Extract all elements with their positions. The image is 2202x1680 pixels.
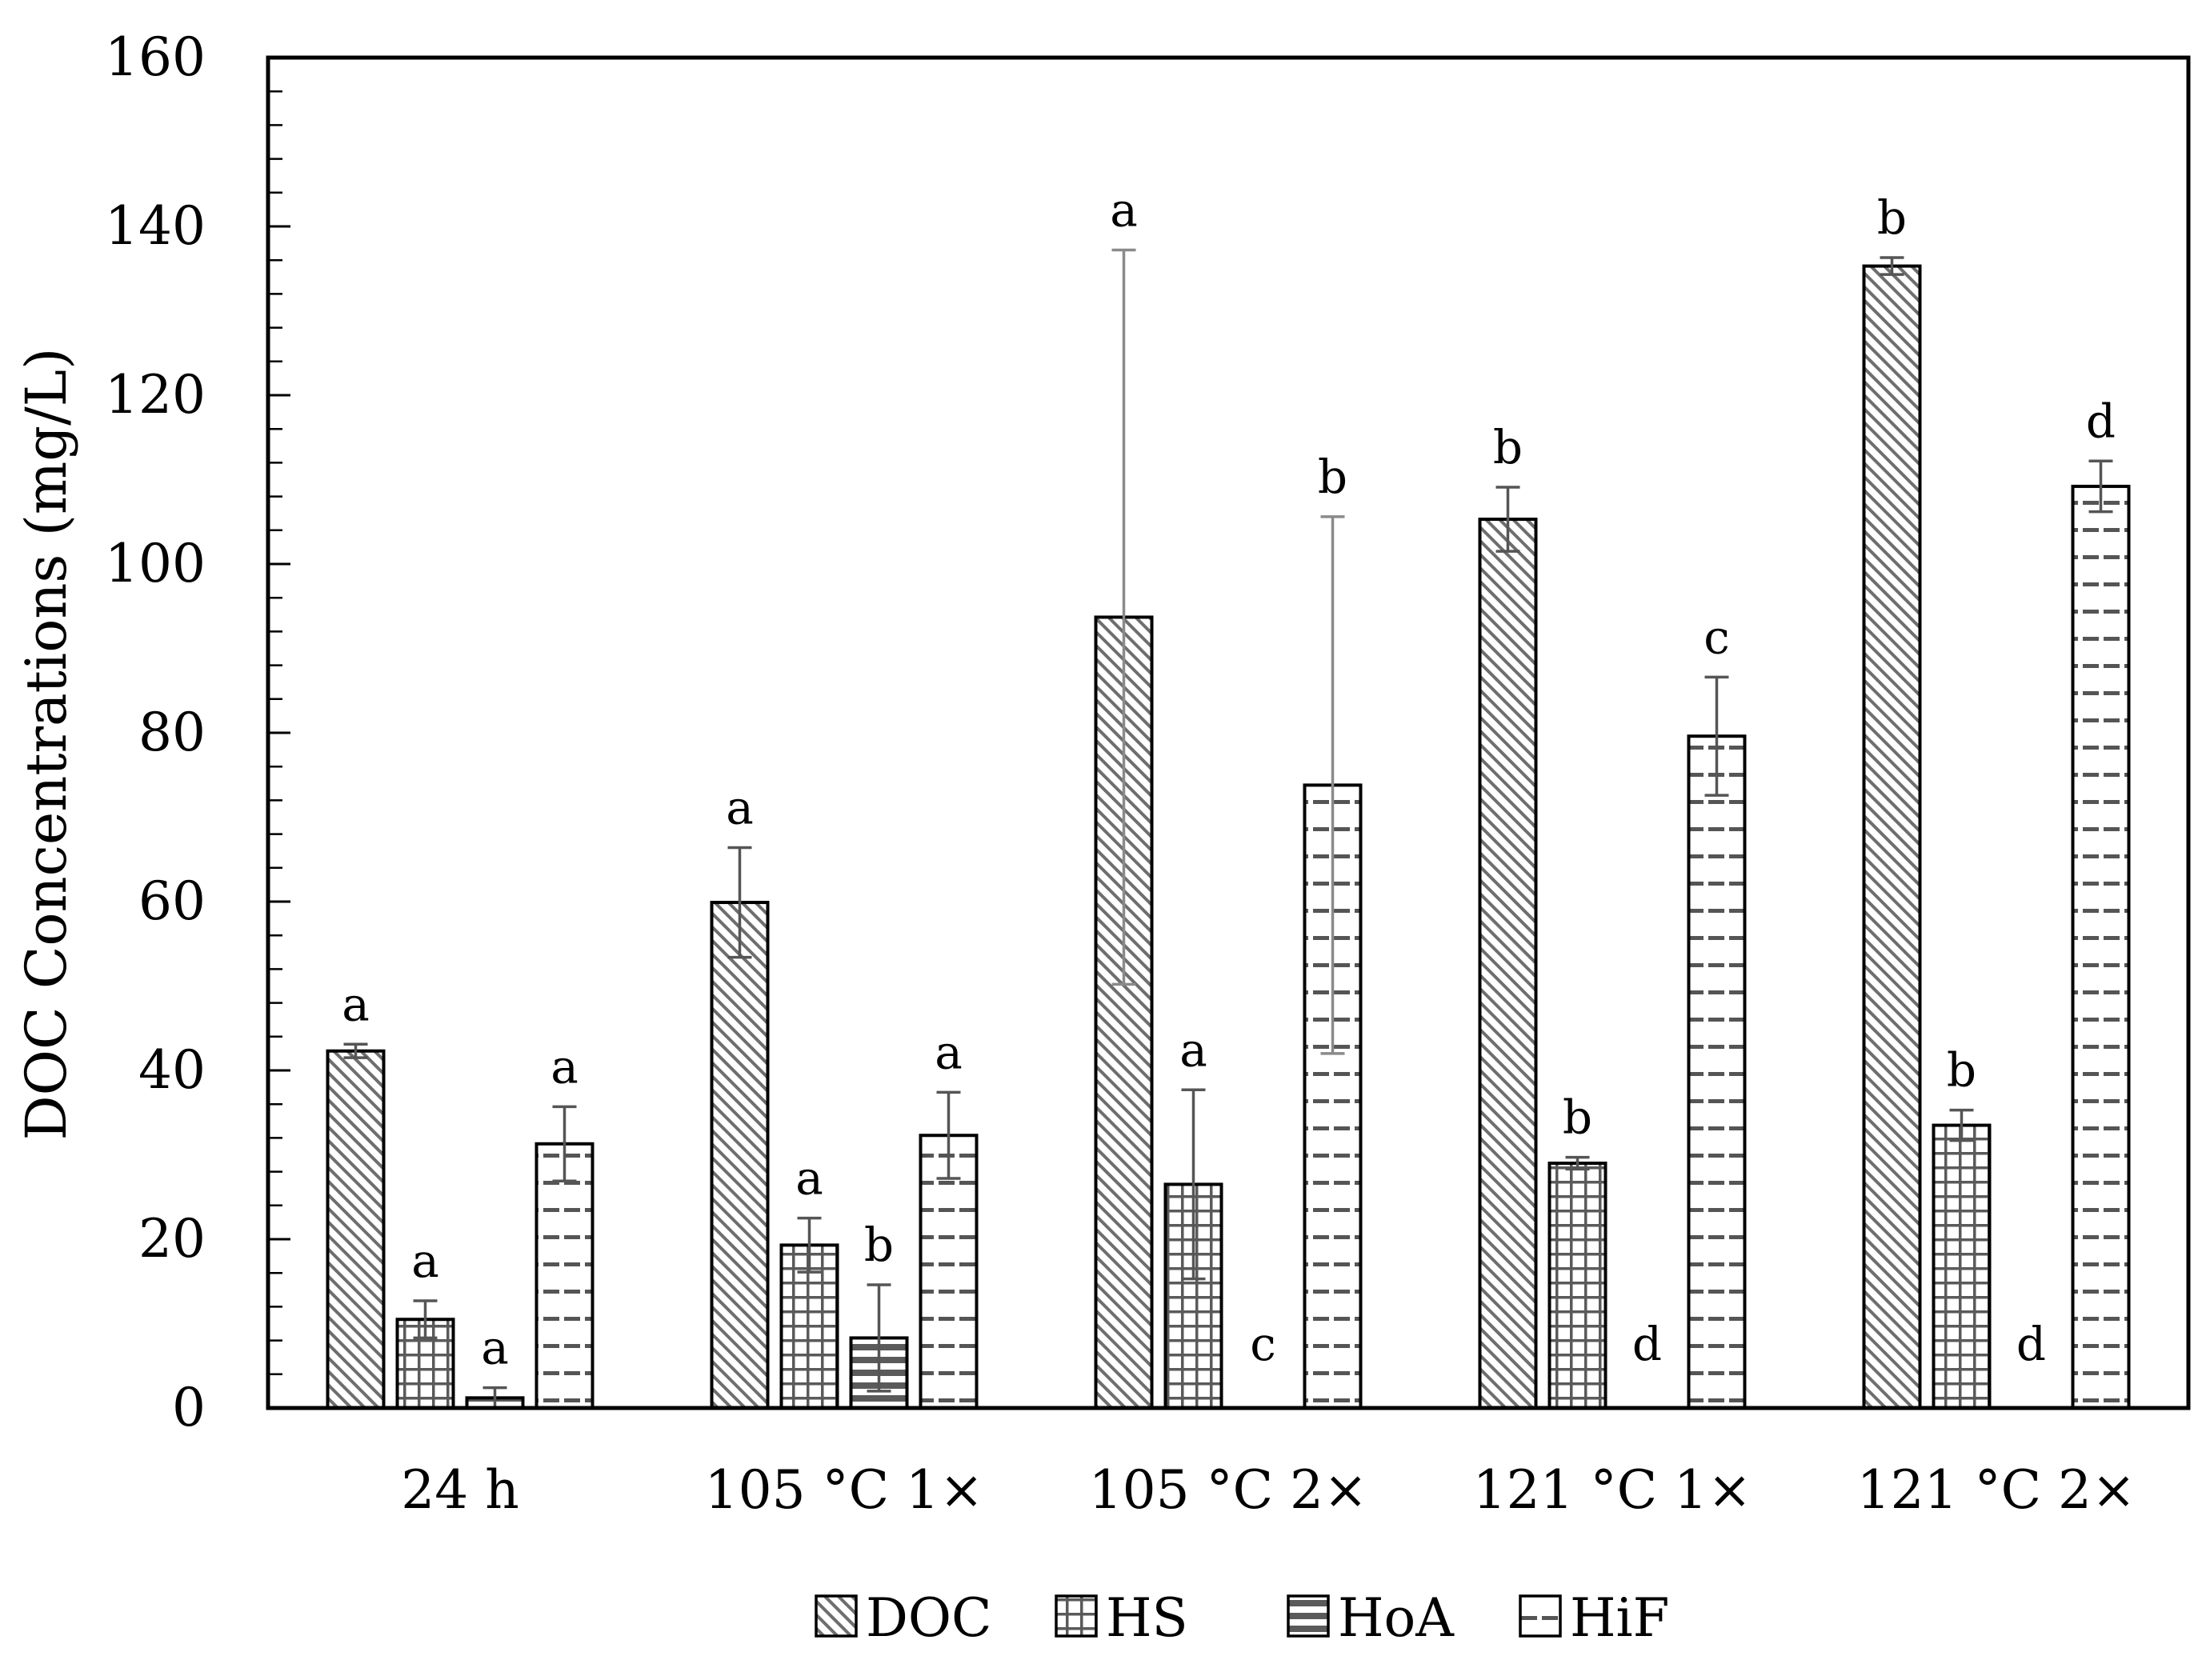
error-bar-hs-105-c-2 (1181, 1088, 1206, 1281)
bars-layer (326, 264, 2131, 1410)
legend: DOC HS HoA HiF (815, 1587, 1669, 1649)
legend-swatch-hif (1519, 1594, 1562, 1638)
error-bar-doc-105-c-1 (727, 846, 752, 959)
legend-swatch-hs (1055, 1594, 1098, 1638)
error-bar-doc-24-h (343, 1042, 368, 1059)
y-tick-label: 40 (138, 1039, 206, 1101)
significance-letter-doc-121-c-1: b (1493, 420, 1523, 474)
significance-letter-doc-105-c-2: a (1110, 183, 1138, 238)
error-bar-doc-105-c-2 (1111, 248, 1136, 986)
significance-letter-hoa-121-c-2: d (2016, 1317, 2046, 1371)
y-tick-label: 100 (105, 533, 206, 594)
y-tick-label: 0 (172, 1377, 206, 1438)
significance-letter-doc-24-h: a (342, 977, 370, 1031)
error-bar-hif-121-c-2 (2088, 459, 2113, 514)
error-bar-hs-121-c-1 (1565, 1155, 1590, 1171)
bar-hs-121-c-2 (1932, 1123, 1992, 1410)
bar-hif-121-c-1 (1687, 734, 1747, 1410)
y-tick-label: 120 (105, 364, 206, 426)
legend-label-hoa: HoA (1338, 1587, 1455, 1649)
bar-hif-24-h (534, 1142, 595, 1410)
y-axis-tick-labels: 0 20 40 60 80 100 120 140 160 (105, 26, 206, 1438)
x-tick-label-24-h: 24 h (401, 1459, 518, 1521)
legend-label-doc: DOC (866, 1587, 992, 1649)
significance-letter-hs-121-c-2: b (1947, 1043, 1976, 1098)
y-tick-label: 60 (138, 870, 206, 932)
significance-letter-hs-105-c-2: a (1179, 1022, 1207, 1077)
x-tick-label-121-c-2: 121 °C 2× (1857, 1459, 2136, 1521)
error-bar-hs-105-c-1 (797, 1216, 822, 1274)
legend-label-hs: HS (1106, 1587, 1188, 1649)
error-bar-hif-121-c-1 (1704, 675, 1729, 797)
significance-letter-hs-24-h: a (411, 1234, 439, 1288)
bar-hif-121-c-2 (2071, 484, 2131, 1410)
significance-letter-hoa-121-c-1: d (1632, 1317, 1662, 1371)
y-tick-label: 20 (138, 1208, 206, 1270)
significance-letter-hif-121-c-1: c (1704, 610, 1729, 664)
bar-doc-105-c-1 (710, 901, 770, 1410)
y-tick-label: 160 (105, 26, 206, 88)
bar-doc-121-c-1 (1478, 518, 1538, 1410)
x-tick-label-105-c-1: 105 °C 1× (705, 1459, 984, 1521)
legend-label-hif: HiF (1570, 1587, 1669, 1649)
bar-doc-24-h (326, 1049, 386, 1410)
legend-item-hoa: HoA (1287, 1587, 1455, 1649)
error-bar-hoa-105-c-1 (867, 1283, 891, 1393)
y-axis-title: DOC Concentrations (mg/L) (14, 348, 79, 1141)
significance-letter-hoa-24-h: a (481, 1321, 509, 1375)
significance-letter-doc-105-c-1: a (726, 780, 754, 834)
error-bar-hs-121-c-2 (1949, 1108, 1974, 1142)
significance-letter-doc-121-c-2: b (1877, 190, 1907, 245)
y-tick-label: 140 (105, 195, 206, 257)
significance-letter-hif-24-h: a (550, 1039, 579, 1094)
significance-letter-hs-121-c-1: b (1563, 1090, 1592, 1145)
significance-letter-hif-105-c-1: a (935, 1025, 963, 1079)
error-bar-doc-121-c-2 (1880, 256, 1904, 276)
legend-item-hif: HiF (1519, 1587, 1669, 1649)
error-bar-hs-24-h (413, 1299, 438, 1340)
x-tick-label-121-c-1: 121 °C 1× (1473, 1459, 1752, 1521)
error-bar-hif-105-c-2 (1320, 515, 1345, 1055)
bar-hs-121-c-1 (1547, 1162, 1607, 1410)
legend-item-hs: HS (1055, 1587, 1188, 1649)
significance-letter-hif-105-c-2: b (1318, 450, 1347, 504)
y-tick-label: 80 (138, 702, 206, 763)
error-bar-hif-105-c-1 (936, 1090, 961, 1180)
y-axis-ticks (268, 56, 290, 1410)
error-bars-layer (343, 248, 2113, 1410)
legend-swatch-hoa (1287, 1594, 1330, 1638)
legend-swatch-doc (815, 1594, 858, 1638)
significance-letter-hoa-105-c-1: b (864, 1218, 894, 1272)
x-tick-label-105-c-2: 105 °C 2× (1089, 1459, 1368, 1521)
significance-letter-hs-105-c-1: a (795, 1151, 823, 1206)
x-axis-category-labels: 24 h 105 °C 1× 105 °C 2× 121 °C 1× 121 °C 2× (401, 1459, 2136, 1521)
significance-letter-hoa-105-c-2: c (1250, 1317, 1275, 1371)
error-bar-doc-121-c-1 (1495, 486, 1520, 553)
error-bar-hif-24-h (552, 1105, 577, 1182)
legend-item-doc: DOC (815, 1587, 992, 1649)
significance-letter-hif-121-c-2: d (2086, 394, 2116, 448)
bar-doc-121-c-2 (1862, 264, 1922, 1410)
